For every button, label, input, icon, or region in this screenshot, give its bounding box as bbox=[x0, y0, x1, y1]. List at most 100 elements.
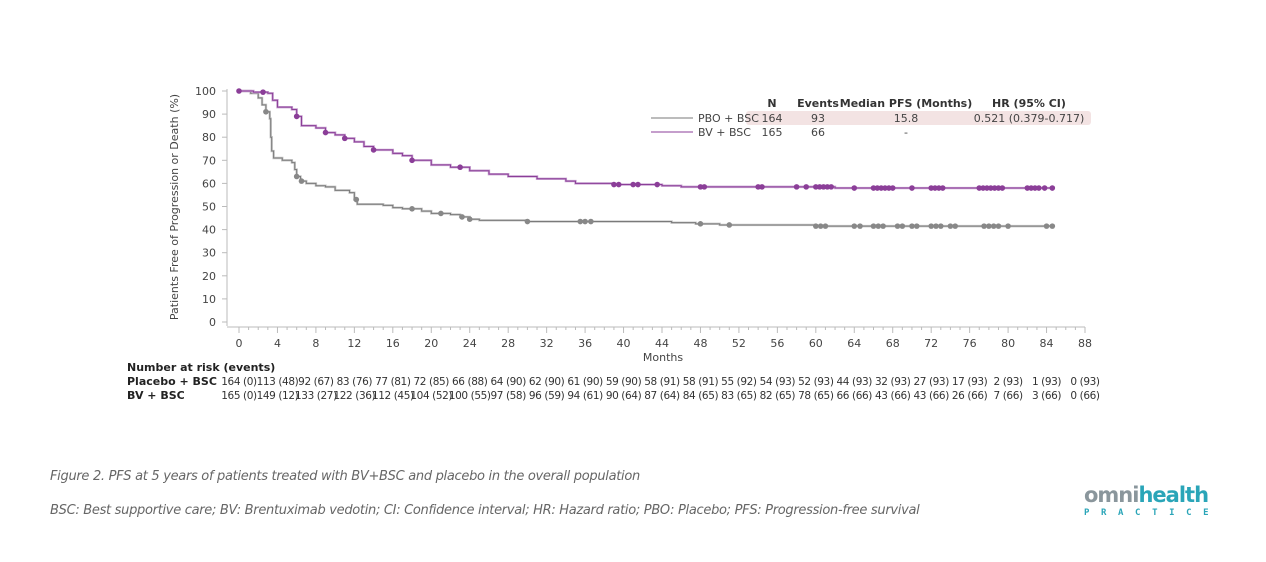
x-tick-label: 24 bbox=[463, 337, 477, 350]
abbreviations-note: BSC: Best supportive care; BV: Brentuxim… bbox=[50, 503, 920, 518]
x-tick-label: 88 bbox=[1078, 337, 1092, 350]
risk-cell: 3 (66) bbox=[1032, 390, 1061, 402]
censor-mark bbox=[726, 222, 733, 228]
censor-mark bbox=[939, 185, 946, 191]
legend-cell: - bbox=[904, 126, 908, 139]
risk-cell: 72 (85) bbox=[414, 376, 450, 388]
censor-mark bbox=[875, 223, 882, 229]
risk-cell: 83 (76) bbox=[337, 376, 373, 388]
censor-mark bbox=[697, 221, 704, 227]
censor-mark bbox=[293, 173, 300, 180]
censor-mark bbox=[409, 206, 415, 212]
risk-table: Number at risk (events)Placebo + BSC 164 … bbox=[127, 361, 1100, 402]
censor-mark bbox=[582, 218, 588, 225]
risk-cell: 113 (48) bbox=[257, 376, 299, 388]
censor-mark bbox=[878, 185, 884, 191]
censor-mark bbox=[995, 185, 1002, 191]
legend-header: HR (95% CI) bbox=[992, 97, 1066, 110]
censor-mark bbox=[870, 223, 877, 229]
risk-cell: 66 (66) bbox=[837, 390, 873, 402]
censor-mark bbox=[260, 89, 266, 95]
censor-mark bbox=[1049, 185, 1056, 191]
series-pbo-bsc bbox=[239, 89, 1056, 229]
risk-cell: 54 (93) bbox=[760, 376, 796, 388]
censor-mark bbox=[933, 223, 939, 229]
y-tick-label: 90 bbox=[202, 108, 216, 121]
censor-mark bbox=[987, 185, 994, 191]
censor-mark bbox=[1041, 185, 1048, 191]
x-tick-label: 44 bbox=[655, 337, 669, 350]
censor-mark bbox=[813, 223, 819, 229]
y-tick-label: 60 bbox=[202, 177, 216, 190]
risk-cell: 43 (66) bbox=[913, 390, 949, 402]
censor-mark bbox=[909, 185, 915, 191]
censor-mark bbox=[459, 214, 465, 220]
censor-mark bbox=[438, 210, 444, 217]
legend-header: Events bbox=[797, 97, 839, 110]
x-tick-label: 52 bbox=[732, 337, 746, 350]
km-curve-line bbox=[239, 90, 1052, 227]
censor-mark bbox=[874, 185, 881, 191]
censor-mark bbox=[298, 178, 305, 184]
risk-cell: 59 (90) bbox=[606, 376, 642, 388]
censor-mark bbox=[759, 184, 765, 190]
legend-header: Median PFS (Months) bbox=[840, 97, 973, 110]
risk-cell: 122 (36) bbox=[333, 390, 375, 402]
legend-cell: 15.8 bbox=[894, 112, 919, 125]
censor-mark bbox=[986, 223, 992, 229]
censor-mark bbox=[816, 184, 823, 190]
censor-mark bbox=[952, 223, 959, 229]
censor-mark bbox=[909, 223, 915, 229]
risk-cell: 112 (45) bbox=[372, 390, 414, 402]
legend-header: N bbox=[767, 97, 776, 110]
y-tick-label: 80 bbox=[202, 131, 216, 144]
y-tick-label: 50 bbox=[202, 201, 216, 214]
risk-cell: 17 (93) bbox=[952, 376, 988, 388]
risk-row-label: Placebo + BSC bbox=[127, 375, 217, 388]
censor-mark bbox=[1005, 223, 1011, 229]
risk-cell: 149 (12) bbox=[257, 390, 299, 402]
censor-mark bbox=[981, 223, 987, 229]
risk-cell: 92 (67) bbox=[298, 376, 334, 388]
legend-table: N Events Median PFS (Months) HR (95% CI) PBO… bbox=[651, 97, 1091, 139]
censor-mark bbox=[947, 223, 954, 229]
legend-cell: 0.521 (0.379-0.717) bbox=[974, 112, 1085, 125]
y-tick-label: 20 bbox=[202, 270, 216, 283]
risk-cell: 64 (90) bbox=[490, 376, 526, 388]
x-tick-label: 0 bbox=[236, 337, 243, 350]
risk-cell: 82 (65) bbox=[760, 390, 796, 402]
censor-mark bbox=[370, 147, 377, 153]
censor-mark bbox=[828, 184, 834, 190]
censor-mark bbox=[353, 196, 360, 203]
censor-mark bbox=[857, 223, 863, 229]
y-tick-label: 0 bbox=[209, 316, 216, 329]
omnihealth-logo: omnihealth PRACTICE bbox=[1084, 484, 1224, 518]
risk-cell: 7 (66) bbox=[994, 390, 1023, 402]
risk-cell: 90 (64) bbox=[606, 390, 642, 402]
censor-mark bbox=[755, 184, 761, 190]
censor-mark bbox=[937, 223, 944, 229]
x-tick-label: 56 bbox=[770, 337, 784, 350]
censor-mark bbox=[928, 185, 934, 191]
risk-cell: 58 (91) bbox=[683, 376, 719, 388]
censor-mark bbox=[990, 223, 997, 229]
censor-mark bbox=[1024, 185, 1031, 191]
censor-mark bbox=[611, 181, 617, 188]
x-tick-label: 60 bbox=[809, 337, 823, 350]
censor-mark bbox=[1043, 223, 1050, 229]
legend-highlight bbox=[746, 111, 1091, 125]
risk-cell: 26 (66) bbox=[952, 390, 988, 402]
legend-label: PBO + BSC bbox=[698, 112, 759, 125]
risk-cell: 78 (65) bbox=[798, 390, 834, 402]
censor-mark bbox=[822, 223, 829, 229]
censor-mark bbox=[654, 181, 660, 188]
censor-mark bbox=[851, 185, 858, 191]
x-tick-label: 80 bbox=[1001, 337, 1015, 350]
legend-cell: 165 bbox=[762, 126, 783, 139]
risk-cell: 27 (93) bbox=[913, 376, 949, 388]
censor-mark bbox=[899, 223, 906, 229]
y-tick-label: 70 bbox=[202, 154, 216, 167]
censor-mark bbox=[880, 223, 886, 229]
censor-mark bbox=[236, 88, 242, 94]
